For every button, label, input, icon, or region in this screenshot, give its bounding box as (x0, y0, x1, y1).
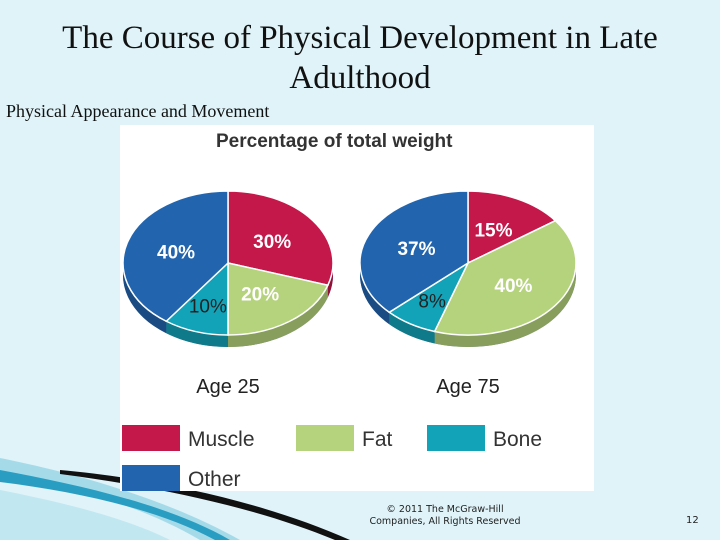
legend-label: Fat (362, 428, 393, 451)
pie-slice-fat (433, 219, 577, 336)
pie-age-25: 30% 20% 10% 40% Age 25 (122, 190, 334, 398)
legend-item-bone: Bone (427, 425, 542, 451)
data-label-muscle: 30% (253, 232, 291, 253)
chart-panel: Percentage of total weight 30% 20% 10% 40% A… (120, 125, 594, 491)
pie-slice-other (359, 190, 469, 314)
data-label-muscle: 15% (474, 221, 512, 242)
legend-label: Muscle (188, 428, 255, 451)
copyright-line-1: © 2011 The McGraw-Hill (386, 504, 504, 515)
copyright-line-2: Companies, All Rights Reserved (369, 516, 521, 527)
legend-item-other: Other (122, 465, 241, 491)
legend-swatch (296, 425, 354, 451)
pie-caption: Age 25 (196, 376, 259, 398)
data-label-bone: 8% (418, 292, 446, 313)
data-label-other: 37% (397, 239, 435, 260)
legend-label: Other (188, 468, 241, 491)
data-label-fat: 20% (241, 284, 279, 305)
legend-swatch (427, 425, 485, 451)
slide-subtitle: Physical Appearance and Movement (6, 101, 270, 121)
pie-side-fat (228, 285, 328, 347)
pie-chart-figure: Percentage of total weight 30% 20% 10% 40% A… (122, 131, 577, 491)
data-label-other: 40% (157, 242, 195, 263)
copyright-notice: © 2011 The McGraw-Hill Companies, All Ri… (360, 504, 530, 528)
legend-item-muscle: Muscle (122, 425, 255, 451)
pie-slice-fat (227, 262, 329, 336)
legend-item-fat: Fat (296, 425, 393, 451)
page-number: 12 (686, 515, 699, 526)
chart-title: Percentage of total weight (216, 131, 453, 152)
data-label-fat: 40% (494, 276, 532, 297)
pie-caption: Age 75 (436, 376, 499, 398)
slide-title: The Course of Physical Development in La… (62, 20, 658, 96)
legend-label: Bone (493, 428, 542, 451)
pie-slice-muscle (467, 190, 557, 265)
legend-swatch (122, 465, 180, 491)
pie-age-75: 15% 40% 8% 37% Age 75 (359, 190, 577, 398)
pie-slice-muscle (227, 190, 334, 287)
legend-swatch (122, 425, 180, 451)
pie-slice-other (122, 190, 229, 323)
data-label-bone: 10% (189, 296, 227, 317)
